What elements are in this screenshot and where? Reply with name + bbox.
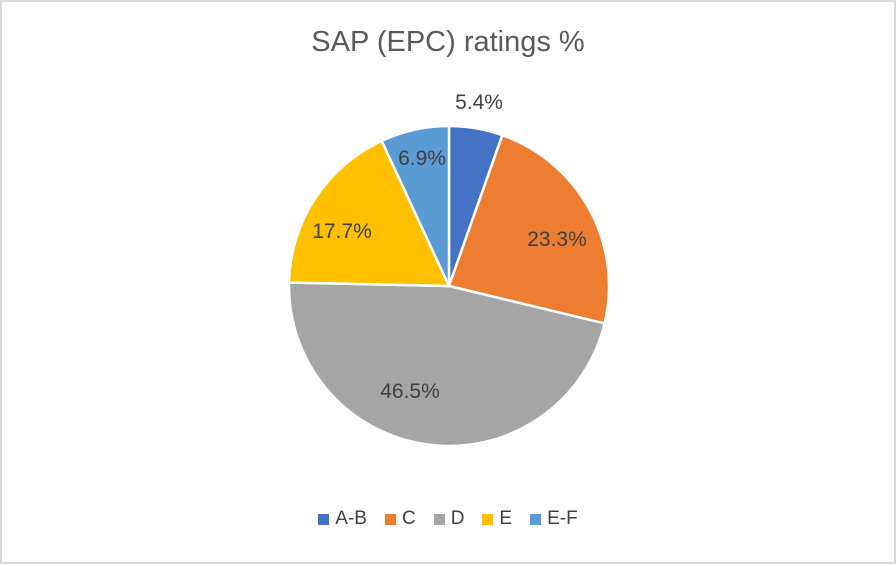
data-label-A-B: 5.4%: [455, 91, 503, 114]
legend-label: E-F: [547, 508, 578, 529]
legend-label: E: [499, 508, 513, 529]
legend-swatch-icon: [530, 513, 542, 525]
legend-swatch-icon: [433, 513, 445, 525]
pie-slice-D: [287, 281, 606, 448]
data-label-E-F: 6.9%: [398, 147, 446, 170]
legend-item-E-F: E-F: [530, 508, 578, 530]
legend-label: A-B: [335, 508, 367, 529]
legend: A-B C D E E-F: [2, 508, 894, 530]
legend-swatch-icon: [482, 513, 494, 525]
legend-item-C: C: [384, 508, 416, 530]
data-label-E: 17.7%: [312, 220, 372, 243]
legend-label: D: [450, 508, 465, 529]
chart-title: SAP (EPC) ratings %: [311, 26, 585, 58]
data-label-D: 46.5%: [380, 380, 440, 403]
pie-slice-E: [287, 139, 451, 288]
data-label-C: 23.3%: [527, 228, 587, 251]
pie-slice-C: [447, 133, 611, 325]
legend-item-D: D: [433, 508, 465, 530]
legend-item-E: E: [482, 508, 512, 530]
legend-label: C: [401, 508, 416, 529]
legend-swatch-icon: [384, 513, 396, 525]
legend-swatch-icon: [318, 513, 330, 525]
pie-slice-E-F: [380, 124, 451, 288]
legend-item-A-B: A-B: [318, 508, 367, 530]
